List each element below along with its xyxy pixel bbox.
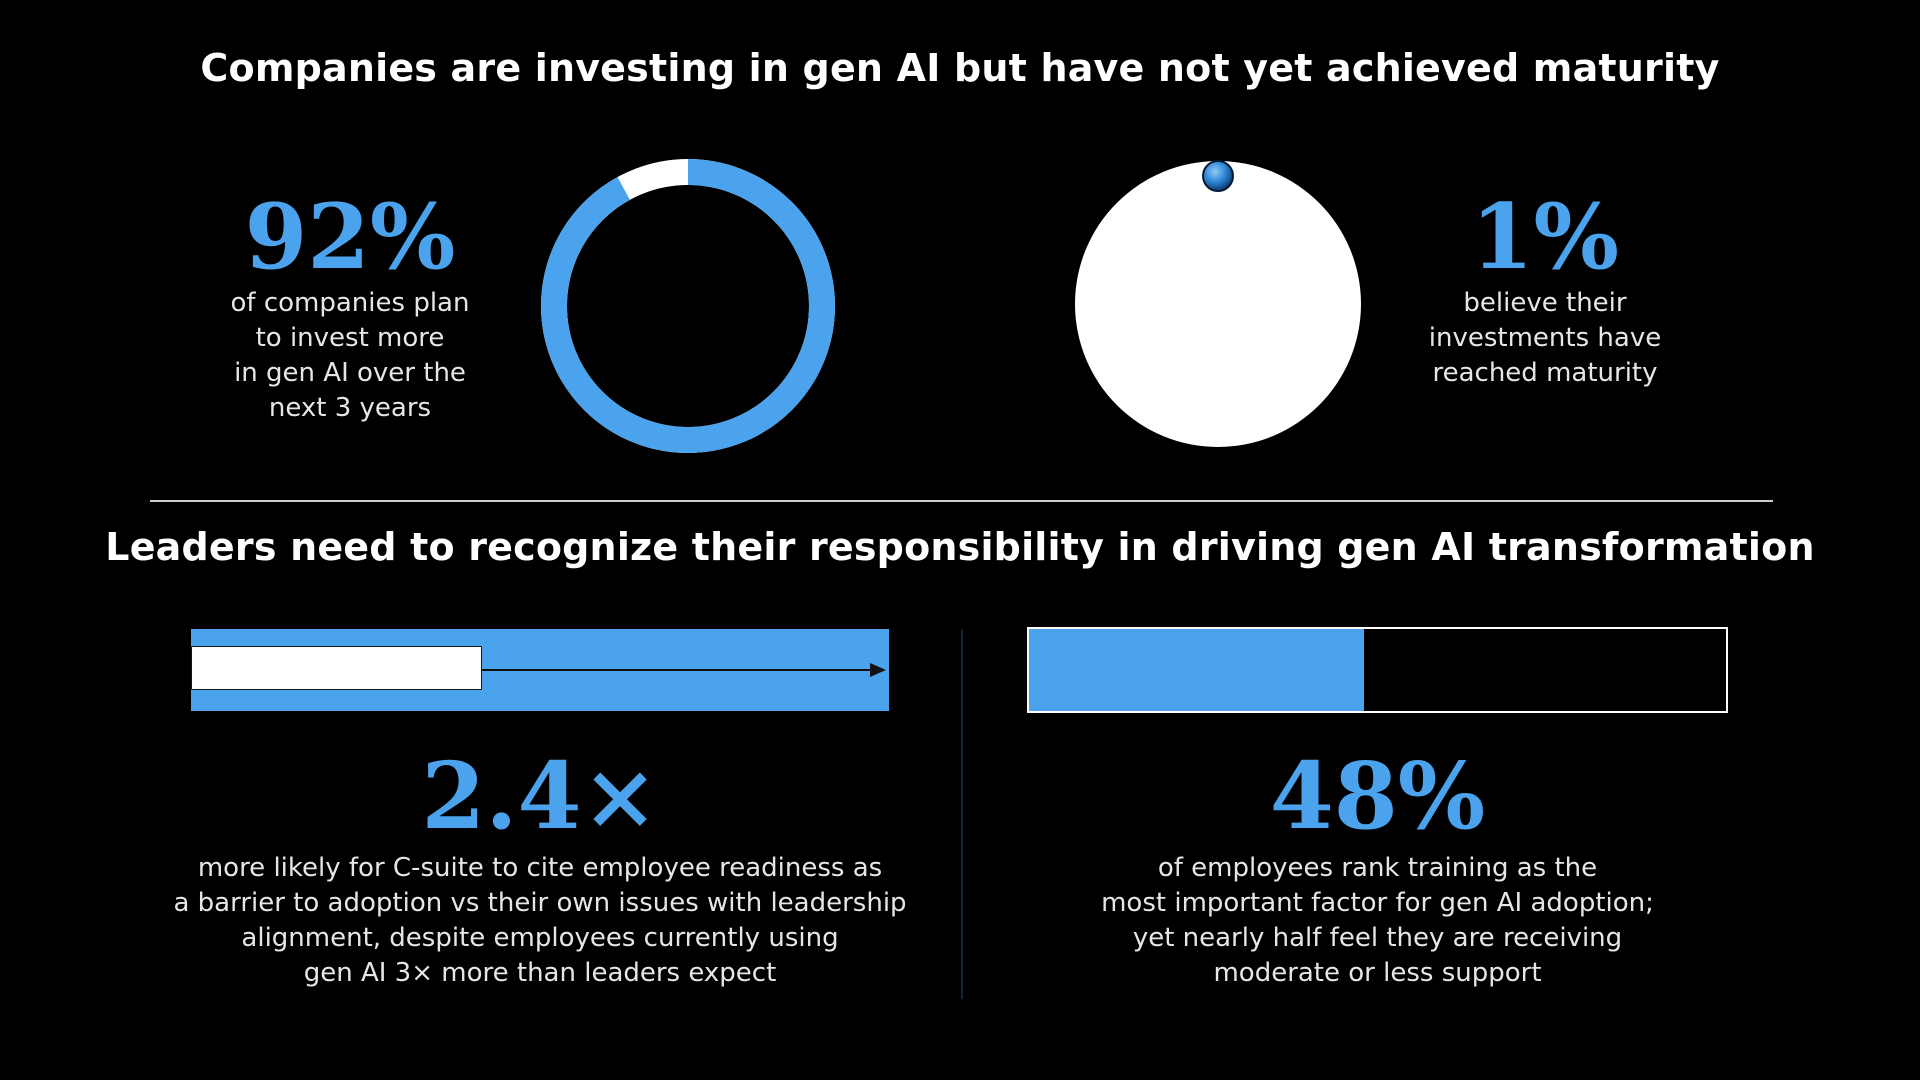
arrow-head-icon	[870, 663, 886, 677]
readiness-description: more likely for C-suite to cite employee…	[173, 853, 907, 988]
readiness-bar-leaders-segment	[191, 646, 482, 690]
maturity-circle	[1075, 161, 1361, 447]
section-two-title: Leaders need to recognize their responsi…	[105, 525, 1815, 569]
training-bar	[1027, 627, 1728, 713]
invest-stat: 92%	[244, 184, 456, 290]
training-description: of employees rank training as the most i…	[1101, 853, 1654, 988]
section-divider	[150, 500, 1773, 502]
ring-progress-arc	[541, 159, 835, 453]
invest-ring-chart	[541, 159, 835, 453]
vertical-divider	[961, 629, 963, 999]
readiness-arrow-line	[482, 669, 872, 671]
maturity-description: believe their investments have reached m…	[1428, 288, 1662, 388]
maturity-stat: 1%	[1470, 184, 1620, 290]
training-bar-fill	[1029, 629, 1364, 711]
readiness-bar	[191, 629, 889, 711]
invest-description: of companies plan to invest more in gen …	[230, 288, 470, 423]
readiness-stat: 2.4×	[421, 742, 659, 850]
section-one-title: Companies are investing in gen AI but ha…	[200, 46, 1720, 90]
maturity-circle-chart	[1075, 160, 1361, 447]
maturity-dot	[1202, 160, 1234, 192]
training-stat: 48%	[1269, 742, 1486, 850]
